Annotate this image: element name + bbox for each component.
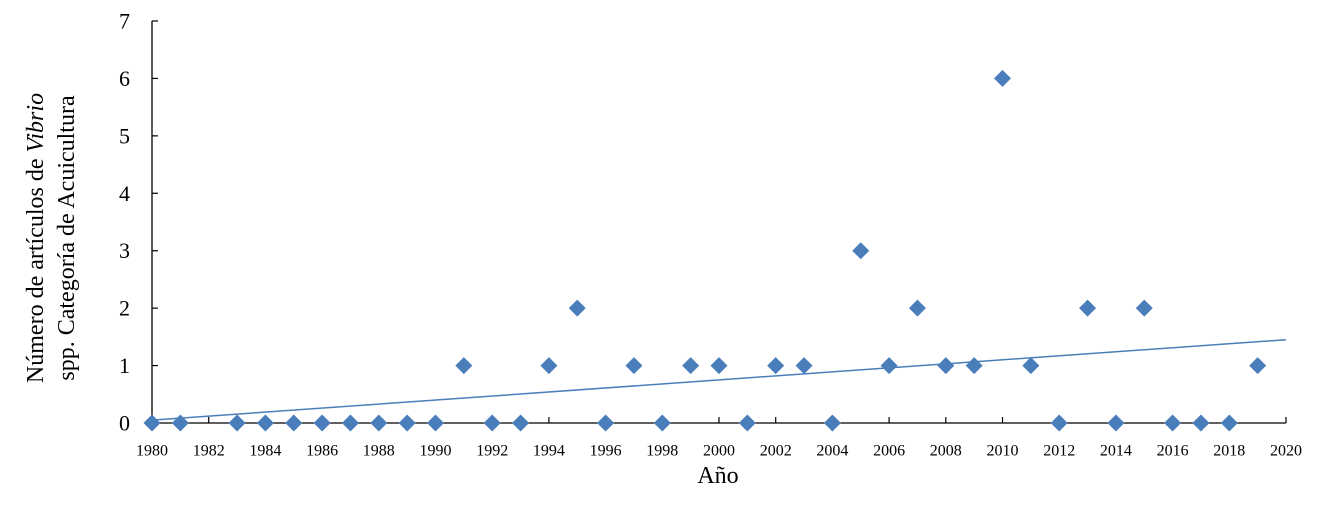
trendline-layer (151, 338, 1287, 421)
data-point (625, 357, 643, 375)
x-tick-label: 2006 (873, 443, 905, 460)
y-tick-label: 2 (119, 296, 130, 321)
y-axis-title-line1: Número de artículos de Vibrio (23, 93, 49, 383)
data-point (512, 414, 530, 432)
x-tick-label: 2004 (816, 443, 848, 460)
data-point (653, 414, 671, 432)
data-point (880, 357, 898, 375)
x-tick-label: 2002 (760, 443, 792, 460)
data-point (285, 414, 303, 432)
x-tick-label: 1986 (306, 443, 338, 460)
x-axis-title: Año (697, 463, 738, 489)
x-tick-label: 2020 (1270, 443, 1302, 460)
data-point (370, 414, 388, 432)
data-point (710, 357, 728, 375)
data-point (852, 242, 870, 260)
data-points (143, 69, 1267, 432)
x-tick-label: 1990 (420, 443, 452, 460)
data-point (341, 414, 359, 432)
data-point (767, 357, 785, 375)
x-tick-label: 2000 (703, 443, 735, 460)
data-point (597, 414, 615, 432)
data-point (1135, 299, 1153, 317)
data-point (1022, 357, 1040, 375)
x-tick-label: 2014 (1100, 443, 1132, 460)
data-point (1192, 414, 1210, 432)
data-point (1164, 414, 1182, 432)
y-tick-label: 5 (119, 123, 130, 148)
y-tick-label: 4 (119, 181, 130, 206)
data-point (398, 414, 416, 432)
data-point (994, 69, 1011, 87)
x-tick-label: 1996 (590, 443, 622, 460)
x-tick-label: 1994 (533, 443, 565, 460)
data-point (256, 414, 274, 432)
data-point (795, 357, 813, 375)
x-tick-label: 1984 (249, 443, 281, 460)
x-tick-label: 1992 (476, 443, 508, 460)
data-point (823, 414, 841, 432)
x-tick-label: 1988 (363, 443, 395, 460)
y-axis-title: Número de artículos de Vibrio spp. Categ… (23, 93, 80, 383)
x-tick-label: 1980 (136, 443, 168, 460)
x-tick-label: 2016 (1157, 443, 1189, 460)
x-tick-label: 2012 (1043, 443, 1075, 460)
data-point (1079, 299, 1097, 317)
y-axis-title-prefix: Número de artículos de (23, 152, 49, 383)
data-point (228, 414, 246, 432)
data-point (1249, 357, 1267, 375)
x-tick-label: 1982 (193, 443, 225, 460)
y-tick-label: 1 (119, 353, 130, 378)
data-point (937, 357, 955, 375)
data-point (738, 414, 756, 432)
data-point (965, 357, 983, 375)
trendline (151, 338, 1287, 421)
data-point (682, 357, 700, 375)
y-tick-label: 6 (119, 66, 130, 91)
data-point (568, 299, 586, 317)
x-tick-label: 2008 (930, 443, 962, 460)
data-point (1050, 414, 1068, 432)
y-tick-label: 3 (119, 238, 130, 263)
data-point (1107, 414, 1125, 432)
y-tick-label: 7 (119, 9, 130, 34)
x-tick-label: 1998 (646, 443, 678, 460)
data-point (313, 414, 331, 432)
data-point (427, 414, 444, 432)
data-point (171, 414, 189, 432)
tick-labels: 0 1 2 3 4 5 6 7 1980 1982 1984 1986 1988 1990 1992 1994… (119, 9, 1302, 460)
y-axis-title-italic: Vibrio (23, 93, 49, 153)
data-point (483, 414, 501, 432)
y-axis-title-line2: spp. Categoría de Acuicultura (54, 95, 80, 381)
data-point (455, 357, 473, 375)
data-point (1220, 414, 1238, 432)
data-point (143, 414, 161, 432)
x-tick-label: 2010 (987, 443, 1019, 460)
x-tick-label: 2018 (1213, 443, 1245, 460)
data-point (908, 299, 926, 317)
data-point (540, 357, 558, 375)
y-tick-label: 0 (119, 411, 130, 436)
